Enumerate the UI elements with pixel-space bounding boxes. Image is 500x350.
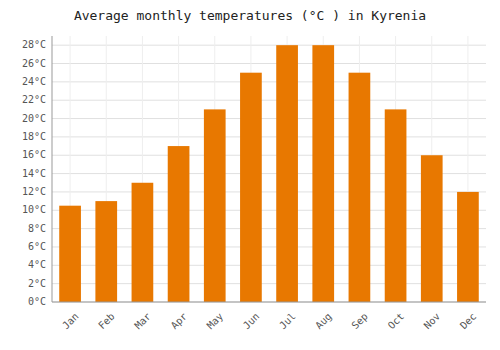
bar (59, 206, 81, 302)
chart-svg: 0°C 2°C 4°C 6°C 8°C 10°C 12°C 14°C 16°C 18°C 20°C 2… (0, 0, 500, 350)
bar (168, 146, 190, 302)
bar (349, 73, 371, 302)
x-tick-label: Sep (349, 311, 370, 332)
x-axis-line (52, 302, 486, 303)
bar (457, 192, 479, 302)
y-tick-label: 22°C (22, 94, 46, 105)
bar (204, 109, 226, 302)
chart-title: Average monthly temperatures (°C ) in Ky… (74, 8, 426, 23)
y-tick-label: 8°C (28, 223, 46, 234)
y-tick-label: 2°C (28, 278, 46, 289)
bars (59, 45, 479, 302)
y-tick-label: 24°C (22, 76, 46, 87)
y-tick-label: 10°C (22, 204, 46, 215)
x-tick-label: Aug (313, 311, 334, 332)
x-tick-label: Jun (241, 311, 262, 332)
y-tick-label: 4°C (28, 259, 46, 270)
y-tick-label: 28°C (22, 39, 46, 50)
y-tick-label: 16°C (22, 149, 46, 160)
y-tick-label: 12°C (22, 186, 46, 197)
y-grid-line (52, 81, 486, 82)
y-tick-label: 14°C (22, 168, 46, 179)
y-tick-label: 20°C (22, 113, 46, 124)
y-grid-line (52, 63, 486, 64)
grid (52, 36, 486, 302)
chart-container: 0°C 2°C 4°C 6°C 8°C 10°C 12°C 14°C 16°C 18°C 20°C 2… (0, 0, 500, 350)
x-tick-label: Jan (60, 311, 81, 332)
y-grid-line (52, 118, 486, 119)
y-tick-label: 6°C (28, 241, 46, 252)
bar (132, 183, 154, 302)
x-tick-label: Apr (169, 311, 190, 332)
bar (312, 45, 334, 302)
y-grid-line (52, 302, 486, 303)
y-grid-line (52, 45, 486, 46)
y-tick-label: 26°C (22, 58, 46, 69)
bar (95, 201, 117, 302)
x-tick-label: Feb (96, 311, 117, 332)
x-tick-label: Mar (132, 311, 153, 332)
bar (276, 45, 298, 302)
x-tick-label: Dec (458, 311, 479, 332)
bar (385, 109, 407, 302)
x-tick-label: May (205, 311, 226, 332)
x-tick-label: Jul (277, 311, 298, 332)
bar (421, 155, 443, 302)
y-tick-label: 0°C (28, 296, 46, 307)
y-axis-line (52, 36, 53, 302)
bar (240, 73, 262, 302)
x-tick-label: Nov (422, 311, 443, 332)
y-grid-line (52, 100, 486, 101)
x-tick-label: Oct (386, 311, 407, 332)
y-grid-line (52, 136, 486, 137)
y-tick-label: 18°C (22, 131, 46, 142)
